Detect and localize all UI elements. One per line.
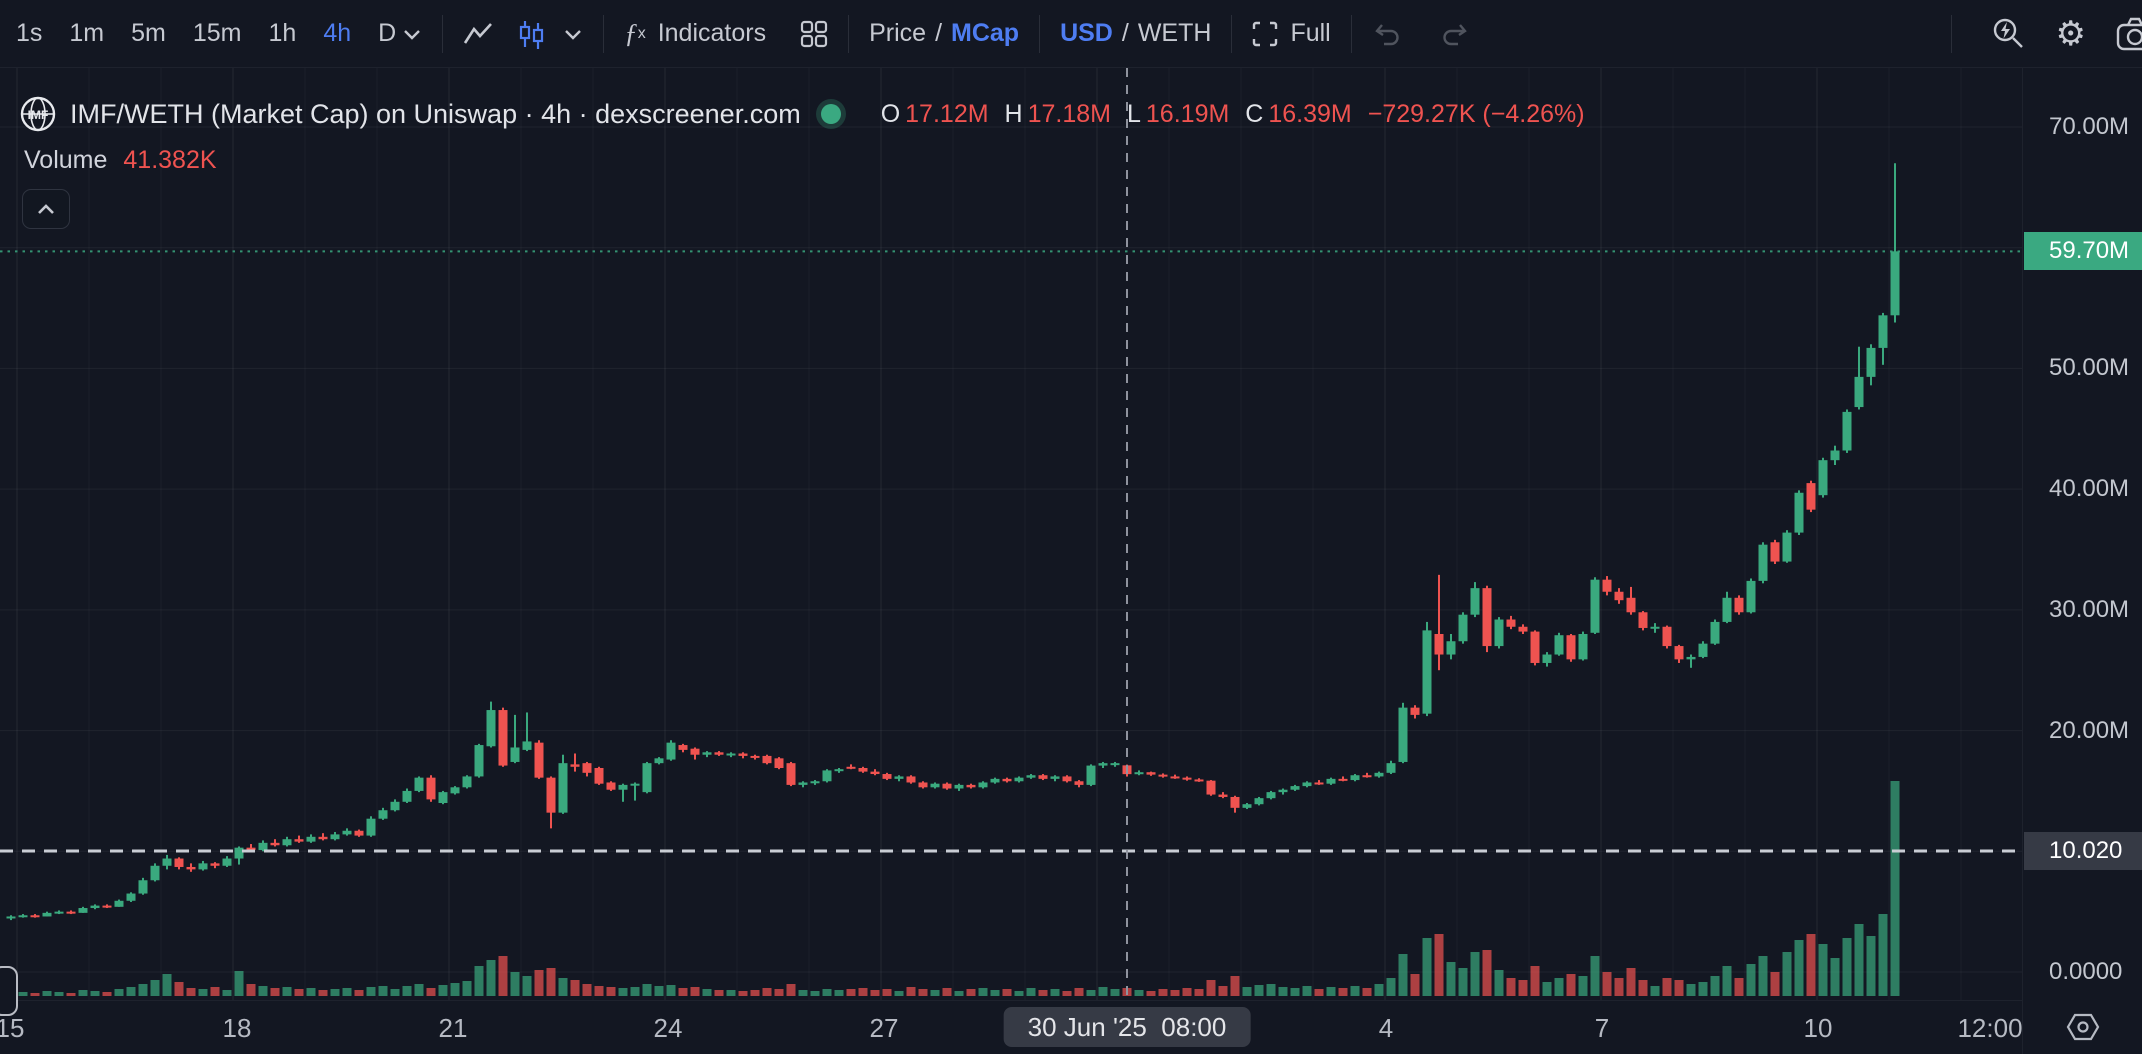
redo-icon[interactable] xyxy=(1438,21,1470,47)
last-price-badge: 59.70M xyxy=(2024,232,2142,271)
low-value: 16.19M xyxy=(1145,99,1230,128)
fullscreen-button[interactable]: Full xyxy=(1252,19,1331,48)
full-label: Full xyxy=(1290,19,1331,47)
time-tick-10: 10 xyxy=(1803,1013,1833,1043)
legend-collapse-button[interactable] xyxy=(22,189,70,229)
chart-legend: IMF IMF/WETH (Market Cap) on Uniswap · 4… xyxy=(20,96,1585,132)
time-tick-27: 27 xyxy=(869,1013,899,1043)
slash-separator: / xyxy=(935,19,943,47)
lightning-search-icon[interactable] xyxy=(1992,17,2026,51)
timeframe-15m[interactable]: 15m xyxy=(192,19,242,47)
volume-readout: Volume 41.382K xyxy=(24,146,217,175)
candlestick-chart-type-icon[interactable] xyxy=(519,19,545,49)
crosshair-time-badge: 30 Jun '25 08:00 xyxy=(1003,1007,1251,1047)
time-axis[interactable]: 15 18 21 24 27 4 7 10 12:00 30 Jun '25 08:00 xyxy=(0,1000,2023,1054)
change-value: −729.27K (−4.26%) xyxy=(1367,99,1585,128)
axis-settings-hexagon-icon[interactable] xyxy=(2064,1011,2102,1043)
price-tick-70.00M: 70.00M xyxy=(2049,113,2130,140)
chart-style-dropdown-chevron-icon[interactable] xyxy=(563,28,583,40)
timeframe-dropdown-chevron-icon[interactable] xyxy=(402,28,422,40)
toolbar-divider xyxy=(603,14,605,53)
svg-text:IMF: IMF xyxy=(28,108,49,122)
time-tick-24: 24 xyxy=(653,1013,683,1043)
line-chart-type-icon[interactable] xyxy=(463,21,493,47)
chart-title: IMF/WETH (Market Cap) on Uniswap · 4h · … xyxy=(70,98,801,129)
time-tick-12:00: 12:00 xyxy=(1957,1013,2023,1043)
price-mcap-toggle[interactable]: Price / MCap xyxy=(869,19,1019,48)
settings-gear-icon[interactable]: ⚙ xyxy=(2055,14,2086,53)
open-value: 17.12M xyxy=(905,99,989,128)
price-chart-canvas[interactable] xyxy=(0,68,2022,1000)
indicators-label: Indicators xyxy=(657,19,767,47)
close-value: 16.39M xyxy=(1268,99,1352,128)
layout-grid-icon[interactable] xyxy=(800,20,828,48)
weth-option[interactable]: WETH xyxy=(1137,19,1212,47)
camera-screenshot-icon[interactable] xyxy=(2116,17,2142,51)
timeframe-1s[interactable]: 1s xyxy=(16,19,43,47)
price-option[interactable]: Price xyxy=(869,19,927,47)
undo-icon[interactable] xyxy=(1372,21,1404,47)
slash-separator: / xyxy=(1121,19,1129,47)
price-tick-30.00M: 30.00M xyxy=(2049,595,2130,623)
fullscreen-brackets-icon xyxy=(1252,21,1278,47)
price-tick-50.00M: 50.00M xyxy=(2049,354,2130,382)
timeframe-1m[interactable]: 1m xyxy=(69,19,105,47)
timeframe-group: 1s 1m 5m 15m 1h 4h D xyxy=(16,19,396,48)
timeframe-5m[interactable]: 5m xyxy=(131,19,166,47)
alert-price-badge: 10.020 xyxy=(2024,832,2142,871)
chart-attribution-logo[interactable] xyxy=(0,966,18,1016)
high-value: 17.18M xyxy=(1027,99,1111,128)
usd-option[interactable]: USD xyxy=(1060,19,1113,47)
volume-label: Volume xyxy=(24,146,108,174)
price-tick-0.0000: 0.0000 xyxy=(2049,958,2123,985)
time-tick-4: 4 xyxy=(1378,1013,1394,1043)
mcap-option[interactable]: MCap xyxy=(951,19,1020,47)
toolbar-divider xyxy=(1039,14,1041,53)
price-axis[interactable]: 70.00M 50.00M 40.00M 30.00M 20.00M 0.0000 59.7… xyxy=(2022,68,2142,1000)
toolbar-divider xyxy=(1950,14,1952,53)
time-tick-7: 7 xyxy=(1594,1013,1610,1043)
toolbar-divider xyxy=(1350,14,1352,53)
live-status-dot-icon xyxy=(820,104,841,124)
toolbar-divider xyxy=(848,14,850,53)
time-tick-18: 18 xyxy=(222,1013,252,1043)
volume-value: 41.382K xyxy=(123,146,217,174)
timeframe-D[interactable]: D xyxy=(378,19,397,47)
price-tick-20.00M: 20.00M xyxy=(2049,716,2130,744)
time-tick-15: 15 xyxy=(0,1013,25,1043)
time-tick-21: 21 xyxy=(438,1013,468,1043)
ohlc-readout: O 17.12M H 17.18M L 16.19M C 16.39M −729.27K… xyxy=(880,99,1585,128)
toolbar-divider xyxy=(1231,14,1233,53)
timeframe-1h[interactable]: 1h xyxy=(268,19,297,47)
axis-corner xyxy=(2022,1000,2142,1054)
toolbar-divider xyxy=(442,14,444,53)
chevron-up-icon xyxy=(38,203,54,214)
price-tick-40.00M: 40.00M xyxy=(2049,475,2130,503)
timeframe-4h[interactable]: 4h xyxy=(323,19,352,47)
token-logo-icon: IMF xyxy=(20,96,56,132)
usd-weth-toggle[interactable]: USD / WETH xyxy=(1060,19,1211,48)
